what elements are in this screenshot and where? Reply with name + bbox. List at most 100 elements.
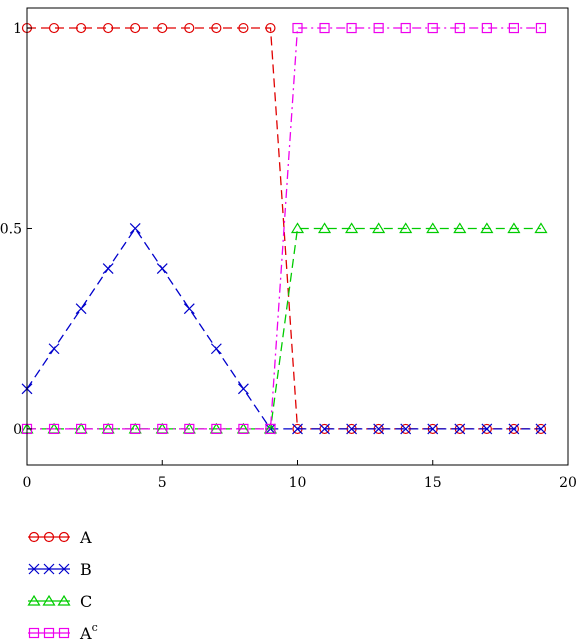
series-2-point-13 — [372, 222, 386, 234]
legend-marker-0-0 — [28, 531, 40, 543]
legend-item-0: A — [28, 528, 92, 547]
series-3-point-16 — [454, 22, 465, 34]
series-2-point-18 — [507, 222, 521, 234]
series-1-point-17 — [481, 423, 493, 435]
x-tick-label-2: 10 — [289, 475, 307, 491]
series-3-point-7 — [211, 423, 222, 435]
series-3-point-17 — [481, 22, 492, 34]
legend-item-3: Ac — [28, 621, 98, 643]
series-line-3 — [27, 27, 541, 430]
legend-marker-3-2 — [58, 627, 70, 639]
axes: 0 5 10 15 20 0 0.5 1 — [0, 7, 577, 491]
legend-label-text-2: C — [80, 592, 92, 611]
x-tick-label-3: 15 — [424, 475, 442, 491]
series-0-point-2 — [75, 22, 87, 34]
legend-label-text-0: A — [79, 528, 92, 547]
legend-marker-3-0 — [28, 627, 40, 639]
series-2-point-15 — [426, 222, 440, 234]
series-1-point-7 — [210, 343, 222, 355]
legend-label-3: Ac — [79, 621, 98, 643]
series-3-point-10 — [292, 22, 303, 34]
series-2 — [20, 222, 548, 434]
series-1-point-12 — [346, 423, 358, 435]
series-1-point-10 — [292, 423, 303, 435]
series-3-point-9 — [265, 423, 276, 435]
legend-marker-3-1 — [43, 627, 55, 639]
series-2-point-17 — [480, 222, 494, 234]
legend-label-2: C — [80, 592, 92, 611]
series-3-point-3 — [103, 423, 114, 435]
series-1-point-1 — [48, 343, 60, 355]
series-2-point-11 — [317, 222, 332, 234]
series-1-point-18 — [508, 423, 520, 435]
x-tick-label-0: 0 — [23, 475, 32, 491]
legend-marker-0-1 — [43, 531, 55, 543]
series-3-point-19 — [535, 22, 547, 34]
series-1-point-19 — [535, 423, 547, 435]
legend-marker-1-2 — [58, 563, 70, 575]
series-1-point-15 — [427, 423, 439, 435]
series-3-point-4 — [130, 423, 141, 435]
series-0-point-4 — [130, 22, 141, 34]
series-2-point-14 — [399, 222, 413, 234]
series-3 — [21, 22, 547, 435]
series-3-point-13 — [373, 22, 384, 34]
series-3-point-18 — [508, 22, 519, 34]
legend-label-text-3: A — [79, 624, 92, 643]
series-0-point-1 — [48, 22, 60, 34]
series-0-point-8 — [238, 22, 249, 34]
series-2-point-12 — [345, 222, 359, 234]
series-1-point-11 — [319, 423, 330, 435]
series-2-point-16 — [453, 222, 467, 234]
series-3-point-1 — [48, 423, 60, 435]
series-0-point-9 — [265, 22, 276, 34]
series-3-point-6 — [184, 423, 195, 435]
plot-area — [20, 22, 548, 435]
series-1 — [21, 223, 547, 435]
series-1-point-2 — [75, 303, 87, 315]
legend-marker-2-0 — [27, 594, 41, 606]
legend-marker-1-0 — [28, 563, 40, 575]
series-1-point-13 — [373, 423, 385, 435]
series-line-2 — [27, 227, 541, 430]
series-2-point-10 — [290, 222, 305, 234]
y-tick-label-0: 0 — [13, 422, 22, 438]
series-2-point-19 — [534, 222, 548, 234]
series-0-point-3 — [103, 22, 114, 34]
legend-marker-1-1 — [43, 563, 55, 575]
series-3-point-14 — [400, 22, 411, 34]
series-1-point-8 — [237, 383, 249, 395]
series-1-point-6 — [183, 303, 195, 315]
series-3-point-2 — [75, 423, 87, 435]
series-0-point-7 — [211, 22, 222, 34]
legend-label-text-1: B — [80, 560, 92, 579]
series-1-point-3 — [102, 263, 114, 274]
x-tick-label-4: 20 — [559, 475, 577, 491]
y-tick-label-2: 1 — [13, 21, 22, 37]
plot-frame — [26, 7, 569, 466]
series-1-point-4 — [129, 223, 141, 234]
series-3-point-12 — [346, 22, 357, 34]
series-1-point-14 — [400, 423, 412, 435]
series-3-point-15 — [427, 22, 438, 34]
legend-label-1: B — [80, 560, 92, 579]
series-line-1 — [26, 227, 541, 430]
y-tick-label-1: 0.5 — [0, 221, 22, 237]
x-tick-label-1: 5 — [158, 475, 167, 491]
legend-marker-2-1 — [42, 594, 56, 606]
legend-marker-2-2 — [57, 594, 71, 606]
legend-label-0: A — [79, 528, 92, 547]
series-3-point-5 — [157, 423, 168, 435]
series-3-point-8 — [238, 423, 249, 435]
legend-marker-0-2 — [58, 531, 70, 543]
series-0-point-6 — [184, 22, 195, 34]
legend-item-2: C — [27, 592, 92, 611]
series-3-point-11 — [319, 22, 330, 34]
legend-label-superscript-3: c — [92, 621, 98, 634]
series-0-point-5 — [157, 22, 168, 34]
series-1-point-16 — [454, 423, 466, 435]
series-1-point-5 — [156, 263, 168, 274]
legend-item-1: B — [28, 560, 92, 579]
